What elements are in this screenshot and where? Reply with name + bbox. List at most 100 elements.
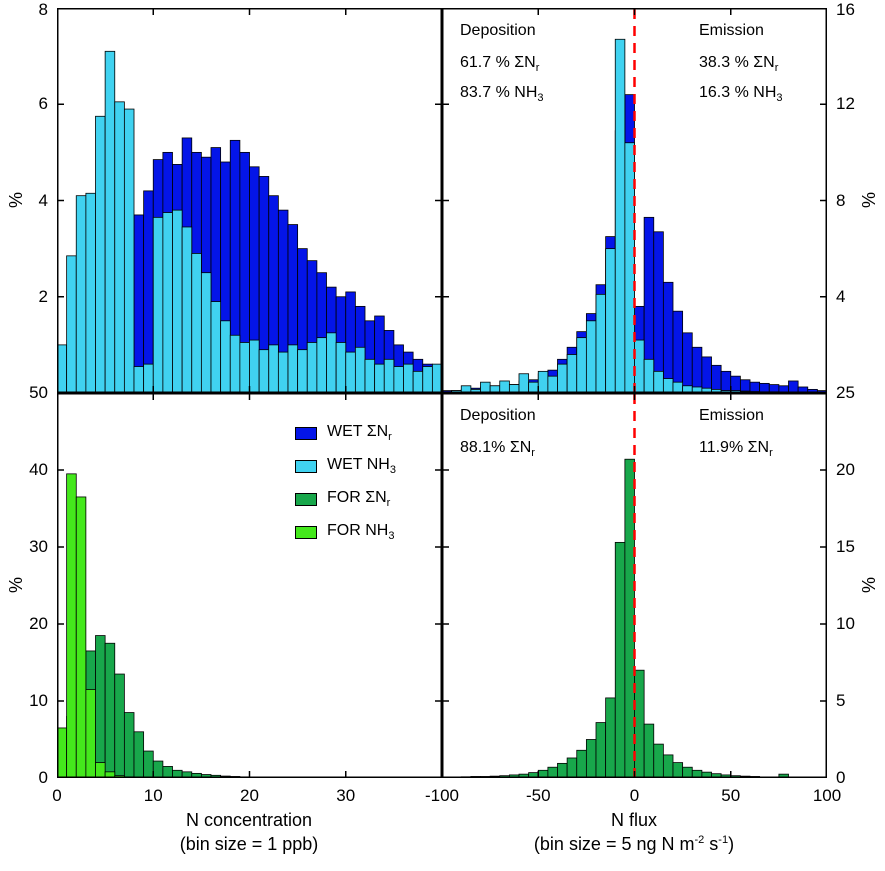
histogram-bar xyxy=(788,380,799,393)
histogram-bar xyxy=(547,766,558,778)
y-tick-label: 12 xyxy=(836,94,855,114)
x-tick-label: -50 xyxy=(525,786,551,805)
histogram-bar xyxy=(152,760,164,778)
y-tick-label: 16 xyxy=(836,0,855,19)
x-tick-label: 30 xyxy=(336,786,356,805)
x-tick-label: 0 xyxy=(629,786,640,805)
histogram-bar xyxy=(95,635,106,778)
x-tick-label: 20 xyxy=(240,786,259,805)
y-tick-label: 10 xyxy=(29,691,48,710)
histogram-bar xyxy=(287,344,299,393)
histogram-bar xyxy=(672,381,684,393)
legend-label: FOR NH3 xyxy=(327,522,395,543)
chart-wet_flux xyxy=(442,8,827,393)
y-tick-label: 2 xyxy=(38,286,48,306)
annotation-title: Deposition xyxy=(460,22,536,39)
histogram-bar xyxy=(383,358,395,393)
histogram-bar xyxy=(114,673,125,778)
series-WET NH3 xyxy=(57,50,442,393)
histogram-bar xyxy=(162,212,173,393)
histogram-bar xyxy=(239,342,250,393)
histogram-bar xyxy=(576,749,587,778)
histogram-bar xyxy=(662,281,674,393)
histogram-bar xyxy=(249,339,260,393)
annotation-title: Emission xyxy=(699,22,764,39)
y-tick-label: 20 xyxy=(29,614,48,633)
histogram-bar xyxy=(624,142,635,393)
histogram-bar xyxy=(634,669,645,778)
y-axis-label-bottom-left: % xyxy=(5,577,26,594)
y-tick-label: 25 xyxy=(836,383,855,402)
histogram-bar xyxy=(643,358,655,393)
deposition-annotation: Deposition 88.1% ΣNr xyxy=(460,407,536,469)
histogram-bar xyxy=(152,216,164,393)
histogram-bar xyxy=(75,496,87,778)
histogram-bar xyxy=(711,364,722,393)
histogram-bar xyxy=(258,349,270,393)
annotation-line: 16.3 % NH3 xyxy=(699,84,783,105)
emission-annotation: Emission 11.9% ΣNr xyxy=(699,407,773,469)
histogram-bar xyxy=(605,248,616,393)
x-axis-title-concentration: N concentration xyxy=(185,810,313,830)
histogram-bar xyxy=(576,337,587,393)
y-axis-label-bottom-right: % xyxy=(858,577,879,594)
legend-label: FOR ΣNr xyxy=(327,489,391,510)
deposition-annotation: Deposition 61.7 % ΣNr 83.7 % NH3 xyxy=(460,22,544,114)
histogram-bar xyxy=(200,272,212,393)
histogram-bar xyxy=(537,370,549,393)
histogram-bar xyxy=(95,115,106,393)
histogram-bar xyxy=(297,349,308,393)
histogram-bar xyxy=(585,320,597,393)
histogram-bar xyxy=(643,723,655,778)
y-tick-label: 8 xyxy=(836,190,846,210)
histogram-bar xyxy=(595,293,607,393)
histogram-bar xyxy=(364,358,376,393)
chart-wet_conc xyxy=(57,8,442,393)
panel-wet-concentration xyxy=(57,8,442,393)
emission-annotation: Emission 38.3 % ΣNr 16.3 % NH3 xyxy=(699,22,783,114)
histogram-bar xyxy=(162,766,173,778)
annotation-title: Deposition xyxy=(460,407,536,424)
legend-swatch xyxy=(295,493,317,506)
panel-border xyxy=(442,393,827,778)
series-WET NH3 xyxy=(442,38,827,393)
histogram-bar xyxy=(566,757,578,778)
histogram-bar xyxy=(306,342,318,393)
y-axis-label-top-right: % xyxy=(858,192,879,209)
histogram-bar xyxy=(66,255,77,393)
x-tick-label: 100 xyxy=(812,786,842,805)
histogram-bar xyxy=(566,354,578,393)
histogram-bar xyxy=(143,750,154,778)
legend: WET ΣNr WET NH3 FOR ΣNr FOR NH3 xyxy=(295,417,396,549)
histogram-bar xyxy=(499,380,510,393)
panel-for-flux: Deposition 88.1% ΣNr Emission 11.9% ΣNr xyxy=(442,393,827,778)
x-axis-title-flux: N flux xyxy=(610,810,657,830)
histogram-bar xyxy=(75,195,87,393)
legend-label: WET ΣNr xyxy=(327,423,392,444)
panel-wet-flux: Deposition 61.7 % ΣNr 83.7 % NH3 Emissio… xyxy=(442,8,827,393)
y-tick-label: 8 xyxy=(38,0,48,19)
y-tick-label: 30 xyxy=(29,537,48,556)
histogram-bar xyxy=(326,332,337,393)
histogram-bar xyxy=(672,762,684,778)
histogram-bar xyxy=(720,370,732,393)
legend-item: FOR ΣNr xyxy=(295,483,396,516)
histogram-bar xyxy=(316,337,327,393)
annotation-line: 11.9% ΣNr xyxy=(699,439,773,460)
panel-border xyxy=(442,8,827,393)
histogram-bar xyxy=(220,320,231,393)
histogram-bar xyxy=(85,192,96,393)
histogram-bar xyxy=(95,762,106,778)
histogram-bar xyxy=(210,301,222,393)
histogram-bar xyxy=(123,108,135,393)
histogram-bar xyxy=(585,739,597,778)
histogram-bar xyxy=(172,209,183,393)
histogram-bar xyxy=(518,373,530,393)
histogram-bar xyxy=(431,363,442,393)
histogram-bar xyxy=(682,332,693,393)
annotation-line: 38.3 % ΣNr xyxy=(699,54,779,75)
histogram-bar xyxy=(268,344,279,393)
histogram-bar xyxy=(547,375,558,393)
annotation-line: 88.1% ΣNr xyxy=(460,439,535,460)
histogram-bar xyxy=(133,731,145,778)
